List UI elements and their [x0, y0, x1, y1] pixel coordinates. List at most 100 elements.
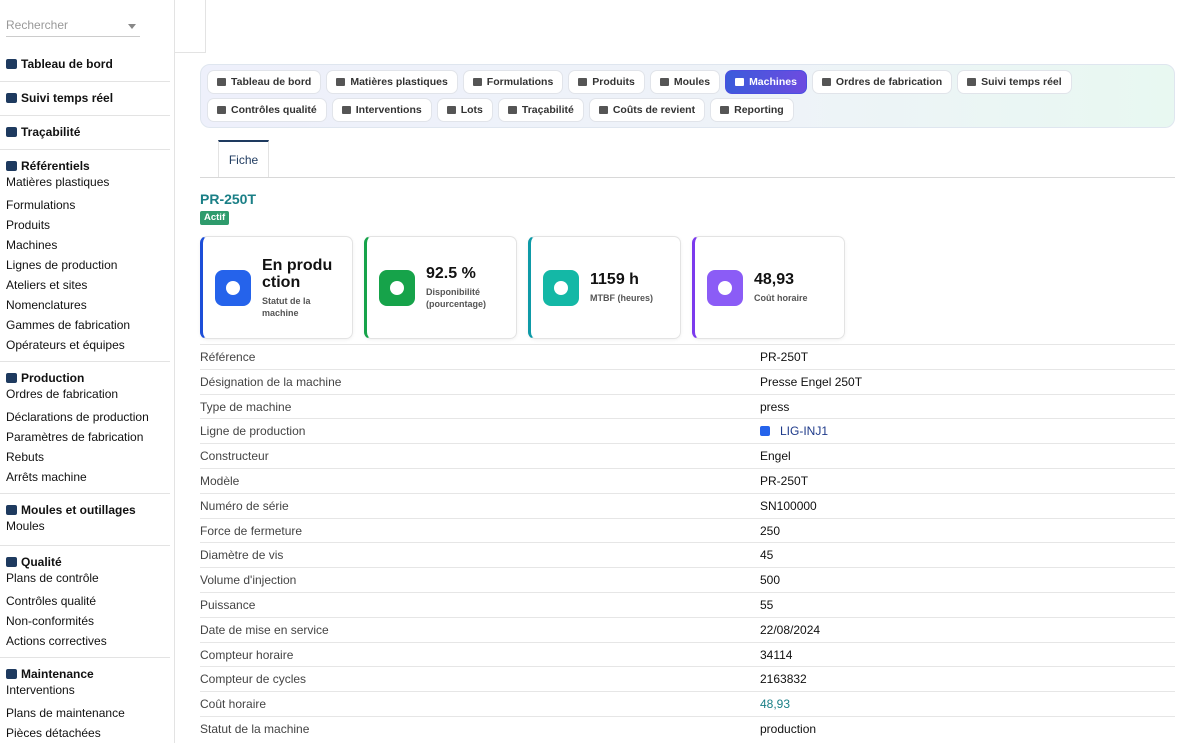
subtab-line — [200, 177, 1175, 178]
sidebar-item[interactable]: Plans de maintenance — [6, 706, 125, 720]
sidebar-item[interactable]: Actions correctives — [6, 634, 107, 648]
sidebar-item[interactable]: Gammes de fabrication — [6, 318, 131, 332]
sidebar-section[interactable]: Production — [0, 366, 170, 390]
nav-tab[interactable]: Formulations — [462, 70, 564, 94]
subtab[interactable]: Fiche — [218, 140, 269, 177]
sidebar-item[interactable]: Plans de contrôle — [6, 571, 99, 585]
sidebar-item[interactable]: Formulations — [6, 198, 76, 212]
icon-glyph — [718, 280, 732, 295]
sidebar-item[interactable]: Non-conformités — [6, 614, 95, 628]
nav-tab[interactable]: Traçabilité — [497, 98, 584, 122]
nav-tab[interactable]: Tableau de bord — [207, 70, 322, 94]
field-label: Force de fermeture — [200, 523, 303, 538]
separator — [0, 657, 170, 658]
sidebar-item[interactable]: Matières plastiques — [6, 175, 110, 189]
sidebar-item[interactable]: Opérateurs et équipes — [6, 338, 125, 352]
sidebar-item[interactable]: Rebuts — [6, 450, 45, 464]
field-value[interactable]: LIG-INJ1 — [760, 424, 828, 438]
sidebar-item[interactable]: Arrêts machine — [6, 470, 87, 484]
section-icon — [6, 93, 17, 103]
tab-icon — [341, 106, 351, 114]
tab-label: Traçabilité — [521, 104, 574, 116]
detail-row: Date de mise en service 22/08/2024 — [200, 616, 1175, 642]
field-label: Type de machine — [200, 399, 292, 414]
section-icon — [6, 505, 17, 515]
detail-row: Désignation de la machine Presse Engel 25… — [200, 368, 1175, 394]
field-label: Numéro de série — [200, 498, 289, 513]
sidebar-item[interactable]: Moules — [6, 519, 45, 533]
status-badge: Actif — [200, 211, 230, 225]
section-title: Traçabilité — [21, 125, 81, 139]
sidebar-item[interactable]: Produits — [6, 218, 51, 232]
kpi-icon — [707, 269, 743, 306]
search-input[interactable]: Rechercher — [6, 18, 140, 37]
nav-tab[interactable]: Machines — [725, 70, 807, 94]
nav-tab[interactable]: Ordres de fabrication — [811, 70, 953, 94]
nav-tab[interactable]: Coûts de revient — [588, 98, 706, 122]
tab-label: Lots — [460, 104, 483, 116]
field-label: Compteur horaire — [200, 647, 294, 662]
sidebar-section[interactable]: Qualité — [0, 550, 170, 574]
field-label: Puissance — [200, 598, 256, 612]
sidebar-item[interactable]: Déclarations de production — [6, 410, 149, 424]
field-value: 48,93 — [760, 697, 791, 712]
kpi-card: En production Statut de la machine — [200, 236, 353, 339]
nav-tab[interactable]: Lots — [436, 98, 493, 122]
sidebar-item[interactable]: Pièces détachées — [6, 726, 101, 740]
field-value: PR-250T — [760, 474, 809, 488]
nav-tab[interactable]: Reporting — [710, 98, 794, 122]
module-nav: Tableau de bord Matières plastiques Formul… — [200, 64, 1175, 128]
detail-row: Diamètre de vis 45 — [200, 542, 1175, 567]
section-icon — [6, 557, 17, 567]
sidebar-section[interactable]: Référentiels — [0, 154, 170, 178]
sidebar-section[interactable]: Maintenance — [0, 662, 170, 686]
sidebar-section[interactable]: Tableau de bord — [0, 52, 170, 76]
field-label: Diamètre de vis — [200, 548, 284, 563]
sidebar-section[interactable]: Traçabilité — [0, 120, 170, 144]
tab-label: Contrôles qualité — [231, 104, 317, 116]
nav-tab[interactable]: Moules — [649, 70, 721, 94]
record-title: PR-250T — [200, 191, 257, 207]
tab-icon — [598, 106, 608, 114]
tab-label: Moules — [673, 76, 711, 88]
field-value: 500 — [760, 573, 781, 588]
kpi-value: 1159 h — [590, 271, 639, 288]
field-value: 22/08/2024 — [760, 622, 821, 637]
sidebar-section[interactable]: Suivi temps réel — [0, 86, 170, 110]
nav-tab[interactable]: Matières plastiques — [326, 70, 458, 94]
sidebar-item[interactable]: Ateliers et sites — [6, 278, 88, 292]
nav-tab[interactable]: Produits — [568, 70, 645, 94]
sidebar-item[interactable]: Contrôles qualité — [6, 594, 97, 608]
sidebar-item[interactable]: Ordres de fabrication — [6, 387, 119, 401]
nav-tab[interactable]: Contrôles qualité — [207, 98, 327, 122]
tab-icon — [821, 78, 831, 86]
field-value: PR-250T — [760, 350, 809, 364]
kpi-label: Coût horaire — [754, 293, 808, 303]
sidebar-section[interactable]: Moules et outillages — [0, 498, 170, 522]
detail-row: Coût horaire 48,93 — [200, 691, 1175, 716]
detail-row: Ligne de production LIG-INJ1 — [200, 418, 1175, 443]
sidebar-item[interactable]: Paramètres de fabrication — [6, 430, 144, 444]
detail-row: Force de fermeture 250 — [200, 517, 1175, 543]
sidebar-item[interactable]: Lignes de production — [6, 258, 118, 272]
section-title: Maintenance — [21, 667, 94, 681]
section-title: Suivi temps réel — [21, 91, 114, 105]
nav-tab[interactable]: Interventions — [331, 98, 432, 122]
separator — [0, 361, 170, 362]
kpi-value: 48,93 — [754, 271, 795, 288]
nav-tab[interactable]: Suivi temps réel — [957, 70, 1072, 94]
kpi-card: 1159 h MTBF (heures) — [528, 236, 681, 339]
detail-row: Modèle PR-250T — [200, 468, 1175, 493]
sidebar-item[interactable]: Interventions — [6, 683, 75, 697]
tab-label: Produits — [592, 76, 635, 88]
sidebar-item[interactable]: Nomenclatures — [6, 298, 87, 312]
section-title: Tableau de bord — [21, 57, 113, 71]
separator — [0, 149, 170, 150]
detail-row: Statut de la machine production — [200, 716, 1175, 741]
icon-glyph — [390, 280, 404, 295]
sidebar-item[interactable]: Machines — [6, 238, 58, 252]
field-value: 55 — [760, 598, 774, 612]
tab-label: Suivi temps réel — [981, 76, 1062, 88]
field-value: press — [760, 399, 790, 414]
